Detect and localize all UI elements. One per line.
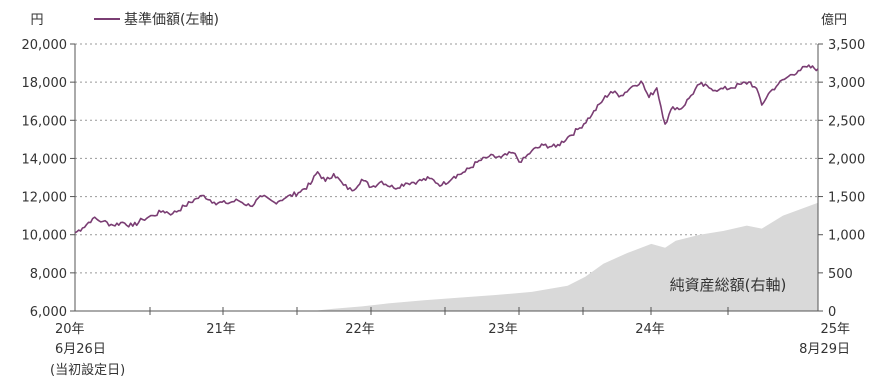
net-assets-label: 純資産総額(右軸) (670, 276, 787, 294)
left-tick-label: 18,000 (22, 76, 68, 91)
left-axis-unit: 円 (30, 13, 43, 28)
left-tick-label: 12,000 (22, 191, 68, 206)
nav-line-layer (74, 64, 819, 234)
x-axis-ticks: 20年 6月26日 (当初設定日) 21年 22年 23年 24年 25年 8月29日 (50, 307, 850, 378)
x-tick-sublabel: 8月29日 (799, 342, 850, 357)
net-assets-area-layer (75, 202, 818, 311)
left-tick-label: 20,000 (22, 38, 68, 53)
net-assets-area (75, 202, 818, 311)
right-tick-label: 1,500 (828, 191, 865, 206)
right-tick-label: 3,000 (828, 76, 865, 91)
right-axis-ticks: 3,500 3,000 2,500 2,000 1,500 1,000 500 0 (818, 38, 865, 320)
right-tick-label: 2,000 (828, 152, 865, 167)
right-tick-label: 3,500 (828, 38, 865, 53)
x-tick-label: 21年 (206, 322, 236, 337)
x-tick-note: (当初設定日) (50, 362, 125, 378)
left-tick-label: 8,000 (30, 267, 67, 282)
right-tick-label: 500 (828, 267, 853, 282)
legend-line-label: 基準価額(左軸) (124, 11, 219, 28)
left-tick-label: 6,000 (30, 305, 67, 320)
x-tick-label: 25年 (820, 322, 850, 337)
right-tick-label: 2,500 (828, 114, 865, 129)
gridlines (75, 43, 818, 274)
right-axis-unit: 億円 (821, 12, 847, 28)
right-tick-label: 1,000 (828, 229, 865, 244)
x-tick-label: 23年 (488, 322, 518, 337)
left-tick-label: 10,000 (22, 229, 68, 244)
x-tick-label: 20年 (55, 322, 85, 337)
left-axis-ticks: 20,000 18,000 16,000 14,000 12,000 10,000 8,00… (22, 38, 75, 320)
right-tick-label: 0 (828, 305, 836, 320)
nav-line (74, 64, 819, 234)
x-tick-label: 22年 (345, 322, 375, 337)
x-tick-label: 24年 (635, 322, 665, 337)
left-tick-label: 16,000 (22, 114, 68, 129)
x-tick-sublabel: 6月26日 (55, 342, 106, 357)
left-tick-label: 14,000 (22, 152, 68, 167)
